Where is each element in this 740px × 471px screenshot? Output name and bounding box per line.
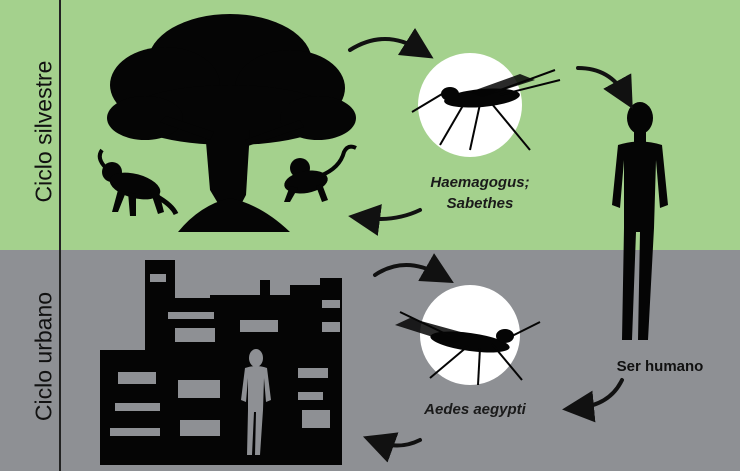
urban-vector-label: Aedes aegypti: [424, 401, 526, 418]
urban-cycle-label: Ciclo urbano: [30, 291, 57, 422]
mosquito-icon: [395, 285, 541, 386]
mosquito-icon: [411, 53, 561, 157]
sylvan-vector-label: Sabethes: [446, 195, 514, 212]
sylvan-vector-label: Haemagogus;: [430, 174, 530, 191]
monkey-icon: [97, 148, 179, 216]
city-icon: [100, 260, 342, 465]
human-icon: [241, 349, 271, 455]
sylvan-cycle-label: Ciclo silvestre: [30, 60, 57, 203]
cycle-arrow-icon: [348, 27, 633, 463]
monkey-icon: [284, 144, 357, 202]
tree-icon: [107, 14, 356, 232]
human-host-label: Ser humano: [616, 358, 704, 375]
human-icon: [612, 102, 668, 340]
